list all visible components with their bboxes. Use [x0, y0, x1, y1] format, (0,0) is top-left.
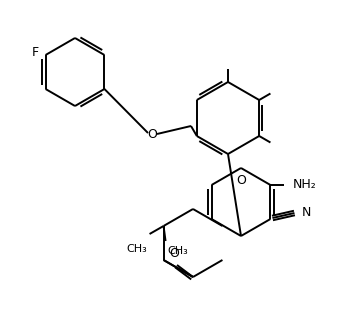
Text: N: N: [302, 207, 311, 220]
Text: F: F: [31, 47, 39, 59]
Text: CH₃: CH₃: [127, 244, 148, 254]
Text: O: O: [236, 174, 246, 187]
Text: NH₂: NH₂: [292, 179, 316, 192]
Text: O: O: [169, 247, 179, 260]
Text: O: O: [147, 128, 157, 141]
Text: CH₃: CH₃: [168, 246, 188, 256]
